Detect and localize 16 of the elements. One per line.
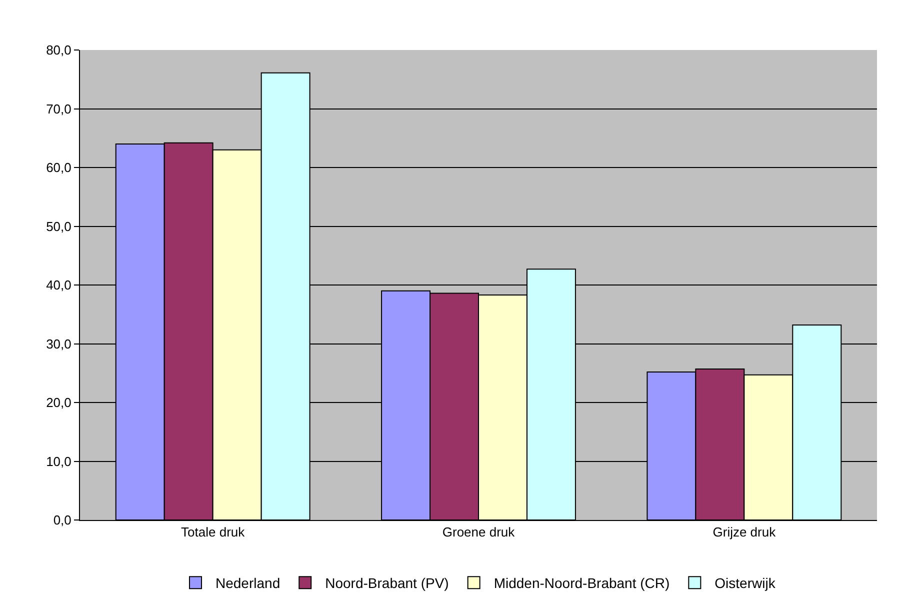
- x-tick-label: Totale druk: [181, 524, 246, 540]
- legend-label: Midden-Noord-Brabant (CR): [494, 575, 670, 592]
- x-tick-label: Groene druk: [442, 524, 516, 540]
- y-tick-label: 40,0: [46, 278, 72, 293]
- y-tick-label: 10,0: [46, 454, 72, 469]
- legend-label: Noord-Brabant (PV): [325, 575, 449, 592]
- y-tick-label: 50,0: [46, 218, 72, 234]
- y-tick-label: 70,0: [46, 101, 72, 116]
- y-tick-label: 80,0: [46, 42, 72, 58]
- y-tick-label: 20,0: [46, 395, 72, 410]
- legend-label: Nederland: [216, 575, 280, 592]
- legend-label: Oisterwijk: [714, 575, 776, 592]
- y-tick-label: 0,0: [53, 512, 72, 528]
- y-tick-label: 30,0: [46, 336, 72, 352]
- y-tick-label: 60,0: [46, 160, 72, 176]
- x-tick-label: Grijze druk: [712, 524, 776, 540]
